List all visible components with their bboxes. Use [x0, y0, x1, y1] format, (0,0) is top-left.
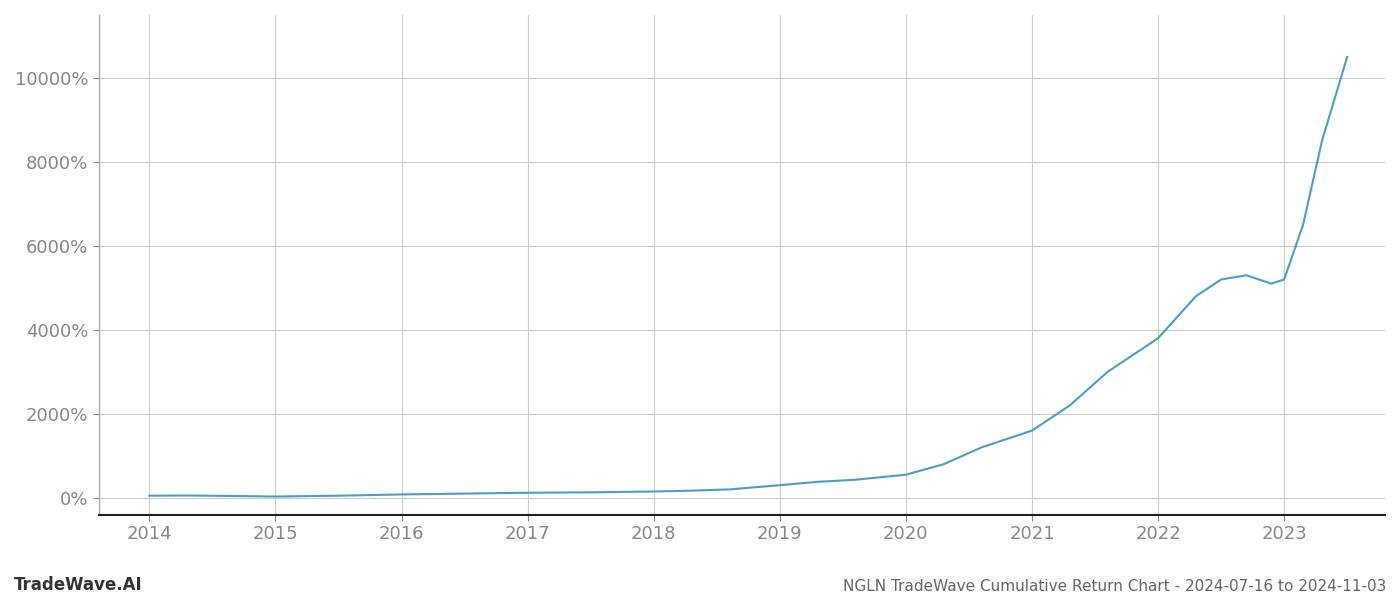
- Text: TradeWave.AI: TradeWave.AI: [14, 576, 143, 594]
- Text: NGLN TradeWave Cumulative Return Chart - 2024-07-16 to 2024-11-03: NGLN TradeWave Cumulative Return Chart -…: [843, 579, 1386, 594]
